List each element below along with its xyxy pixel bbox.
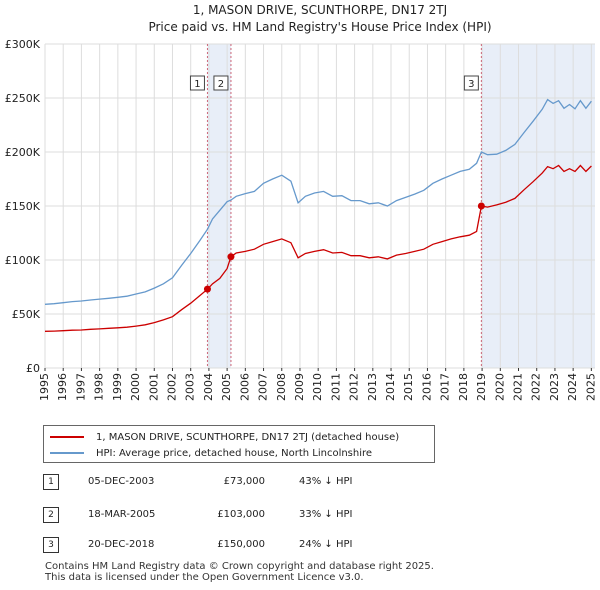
x-tick-label: 2014 [384,373,397,401]
transaction-price: £73,000 [223,476,265,487]
transaction-hpi-diff: 24% ↓ HPI [299,539,353,550]
x-tick-label: 2017 [439,373,452,401]
x-tick-label: 2018 [457,373,470,401]
x-tick-label: 2001 [147,373,160,401]
y-tick-label: £50K [12,308,41,321]
series-line-hpi [44,98,592,305]
x-tick-label: 2024 [566,373,579,401]
series-lines [44,98,592,332]
transaction-points [203,202,485,293]
price-chart: 1, MASON DRIVE, SCUNTHORPE, DN17 2TJ Pri… [5,3,598,401]
table-row: 3 20-DEC-2018 £150,000 24% ↓ HPI [43,537,443,555]
x-tick-label: 2008 [275,373,288,401]
y-tick-label: £200K [5,146,41,159]
legend-swatch-hpi [50,452,84,454]
transaction-badge: 2 [43,507,59,523]
x-tick-label: 2020 [493,373,506,401]
transaction-price: £103,000 [217,509,265,520]
transaction-hpi-diff: 33% ↓ HPI [299,509,353,520]
transaction-point [227,253,235,261]
x-tick-label: 2005 [220,373,233,401]
x-tick-label: 2012 [348,373,361,401]
transaction-label: 2 [218,79,224,90]
transaction-point [477,202,485,210]
table-row: 2 18-MAR-2005 £103,000 33% ↓ HPI [43,507,443,525]
transaction-point [203,285,211,293]
y-tick-label: £250K [5,92,41,105]
y-tick-label: £150K [5,200,41,213]
legend-label-property: 1, MASON DRIVE, SCUNTHORPE, DN17 2TJ (de… [96,431,400,443]
transaction-date: 18-MAR-2005 [88,509,156,520]
x-tick-label: 2009 [293,373,306,401]
x-tick-label: 2023 [548,373,561,401]
chart-title: 1, MASON DRIVE, SCUNTHORPE, DN17 2TJ [193,3,447,17]
y-axis-ticks: £0 £50K £100K £150K £200K £250K £300K [5,38,41,375]
x-tick-label: 2006 [238,373,251,401]
x-tick-label: 2002 [165,373,178,401]
footer-licence: This data is licensed under the Open Gov… [45,572,364,583]
legend-swatch-property [50,436,84,438]
x-tick-label: 2007 [257,373,270,401]
transaction-hpi-diff: 43% ↓ HPI [299,476,353,487]
legend: 1, MASON DRIVE, SCUNTHORPE, DN17 2TJ (de… [43,425,435,463]
x-tick-label: 1998 [93,373,106,401]
x-tick-label: 2010 [311,373,324,401]
transaction-label-box [189,75,205,91]
x-tick-label: 2025 [584,373,597,401]
x-tick-label: 1996 [56,373,69,401]
x-tick-label: 2019 [475,373,488,401]
transaction-label: 3 [468,79,474,90]
legend-item-hpi: HPI: Average price, detached house, Nort… [50,446,372,460]
x-tick-label: 1999 [111,373,124,401]
transaction-label-box [463,75,479,91]
x-tick-label: 2000 [129,373,142,401]
transaction-label: 1 [194,79,200,90]
x-tick-label: 2013 [366,373,379,401]
x-tick-label: 2015 [402,373,415,401]
x-tick-label: 2011 [329,373,342,401]
x-tick-label: 2016 [420,373,433,401]
y-tick-label: £100K [5,254,41,267]
legend-item-property: 1, MASON DRIVE, SCUNTHORPE, DN17 2TJ (de… [50,430,399,444]
x-tick-label: 1995 [38,373,51,401]
table-row: 1 05-DEC-2003 £73,000 43% ↓ HPI [43,474,443,492]
transaction-badge: 3 [43,537,59,553]
footer-copyright: Contains HM Land Registry data © Crown c… [45,561,434,572]
x-tick-label: 2022 [530,373,543,401]
transaction-date: 20-DEC-2018 [88,539,155,550]
x-tick-label: 1997 [74,373,87,401]
legend-label-hpi: HPI: Average price, detached house, Nort… [96,447,373,459]
transaction-date: 05-DEC-2003 [88,476,155,487]
x-axis-ticks: 1995 1996 1997 1998 1999 2000 2001 2002 2003 2004… [38,368,597,401]
x-tick-label: 2003 [184,373,197,401]
x-tick-label: 2004 [202,373,215,401]
transaction-labels: 1 2 3 [189,75,479,91]
x-tick-label: 2021 [512,373,525,401]
grid [44,43,595,369]
chart-subtitle: Price paid vs. HM Land Registry's House … [148,20,491,34]
transaction-price: £150,000 [217,539,265,550]
transaction-label-box [213,75,229,91]
footer: Contains HM Land Registry data © Crown c… [45,561,434,583]
transaction-badge: 1 [43,474,59,490]
y-tick-label: £300K [5,38,41,51]
y-tick-label: £0 [26,362,40,375]
series-line-property [44,164,592,332]
